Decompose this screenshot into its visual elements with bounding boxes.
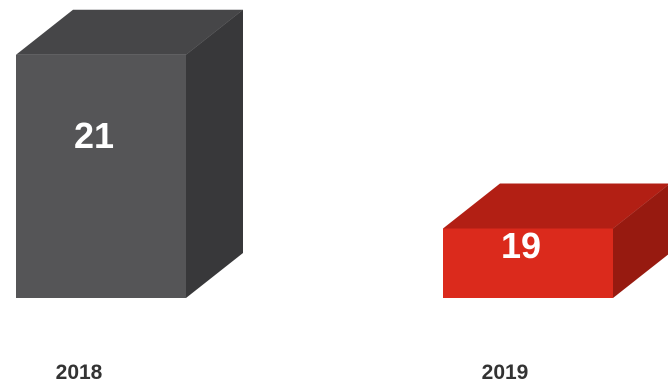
bar-side-face (613, 185, 668, 298)
labels-group: 2018 2019 (56, 361, 529, 383)
tick-label-2019: 2019 (482, 361, 529, 383)
bar-front-face (443, 228, 613, 298)
data-label-2018: 21 (74, 115, 114, 156)
bar-2018: 21 (16, 9, 243, 298)
tick-label-2018: 2018 (56, 361, 103, 383)
bars-group: 21 19 (16, 9, 668, 298)
bar-side-face (186, 9, 243, 298)
bar-top-face (443, 183, 668, 229)
data-label-2019: 19 (501, 225, 541, 266)
bar-front-face (16, 54, 186, 298)
bar-2019: 19 (443, 183, 668, 298)
bar-top-face (16, 9, 243, 55)
